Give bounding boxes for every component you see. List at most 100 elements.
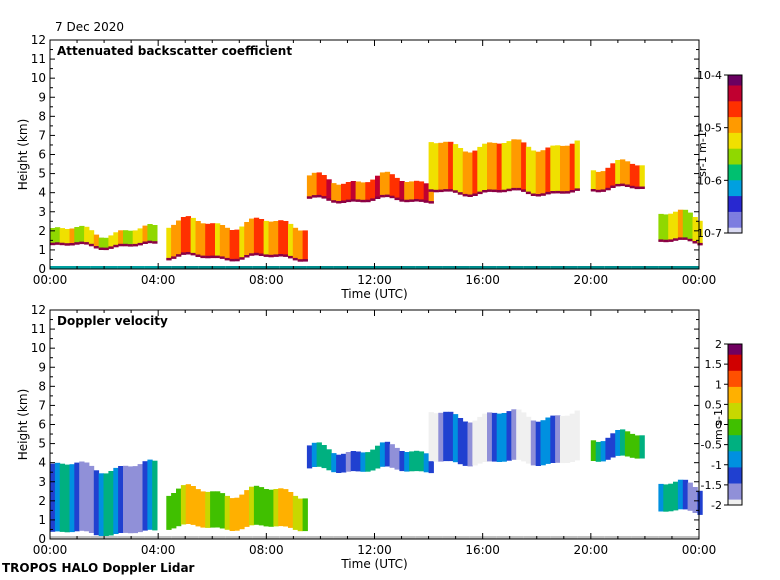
data-cell (74, 227, 80, 245)
cloud-base-mark (530, 193, 537, 196)
surface-cell (672, 536, 686, 539)
cloud-base-mark (224, 257, 230, 261)
data-cell (697, 220, 703, 245)
data-cell (379, 172, 386, 197)
data-cell (365, 452, 371, 472)
data-cell (142, 225, 148, 244)
data-cell (404, 182, 410, 202)
colorbar-cell (728, 201, 742, 205)
surface-cell (388, 266, 402, 269)
colorbar-cell (728, 459, 742, 463)
data-cell (389, 444, 395, 468)
cloud-base-mark (399, 199, 405, 202)
colorbar-cell (728, 464, 742, 469)
cloud-base-mark (365, 199, 371, 203)
cloud-base-mark (331, 200, 337, 203)
data-cell (379, 442, 386, 467)
data-cell (516, 409, 522, 460)
data-cell (697, 490, 703, 515)
cloud-base-mark (620, 183, 626, 187)
data-layer (428, 409, 580, 467)
data-cell (399, 181, 405, 202)
data-cell (487, 412, 493, 462)
data-cell (147, 224, 153, 243)
surface-cell (144, 536, 159, 539)
colorbar-cell (728, 138, 742, 142)
colorbar-tick-label: 10-6 (697, 174, 722, 187)
data-cell (394, 177, 400, 200)
surface-cell (361, 536, 375, 539)
data-cell (477, 146, 483, 194)
colorbar: 2 1.5 1 0.5 0 -0.5 -1 -1.5 -2 m s-1 (701, 338, 743, 512)
y-tick-label: 2 (38, 494, 46, 508)
cloud-base-mark (482, 190, 488, 193)
colorbar-cell (728, 400, 742, 404)
data-cell (692, 487, 698, 513)
cloud-base-mark (311, 195, 318, 198)
cloud-base-mark (69, 243, 75, 246)
cloud-base-mark (477, 191, 483, 195)
colorbar-cell (728, 98, 742, 102)
surface-cell (50, 266, 64, 269)
data-cell (93, 234, 100, 248)
data-layers (50, 409, 703, 537)
data-cell (263, 220, 269, 257)
cloud-base-mark (273, 254, 279, 257)
data-cell (88, 230, 95, 246)
data-cell (438, 412, 444, 462)
data-layer (50, 459, 158, 537)
colorbar-cell (728, 429, 742, 434)
y-tick-label: 4 (38, 456, 46, 470)
data-cell (224, 495, 230, 530)
colorbar-cell (728, 376, 742, 380)
cloud-base-mark (152, 241, 158, 244)
cloud-base-mark (355, 199, 361, 202)
data-cell (624, 161, 631, 187)
cloud-base-mark (185, 252, 191, 255)
data-cell (629, 163, 636, 188)
data-cell (79, 461, 85, 531)
cloud-base-mark (668, 239, 674, 242)
cloud-base-mark (215, 255, 221, 259)
data-cell (50, 228, 56, 245)
data-cell (472, 420, 478, 466)
colorbar-cell (728, 486, 742, 490)
colorbar-tick-label: -1.5 (701, 479, 722, 492)
y-tick-label: 0 (38, 262, 46, 276)
data-cell (467, 152, 473, 197)
colorbar-cell (728, 411, 742, 415)
cloud-base-mark (74, 242, 80, 245)
cloud-base-mark (283, 254, 289, 257)
data-cell (550, 415, 556, 463)
data-cell (306, 175, 313, 199)
cloud-base-mark (682, 237, 689, 240)
data-cell (263, 489, 269, 527)
x-tick-label: 16:00 (465, 273, 500, 287)
data-layers (50, 139, 703, 262)
cloud-base-mark (127, 244, 134, 247)
cloud-base-mark (491, 189, 498, 193)
surface-cell (482, 266, 497, 269)
cloud-base-mark (103, 247, 109, 251)
colorbar-cell (728, 225, 742, 229)
surface-cell (415, 536, 429, 539)
colorbar-cell (728, 198, 742, 203)
data-cell (316, 172, 322, 197)
x-tick-label: 08:00 (249, 543, 284, 557)
colorbar-label: m s-1 (712, 409, 725, 440)
colorbar-cell (728, 416, 742, 420)
data-cell (268, 489, 274, 527)
data-cell (409, 451, 415, 472)
data-cell (673, 211, 679, 241)
data-cell (511, 139, 517, 190)
surface-cell (536, 266, 551, 269)
cloud-base-mark (316, 194, 322, 198)
cloud-base-mark (123, 243, 129, 247)
data-cell (663, 484, 669, 512)
colorbar-cell (728, 214, 742, 218)
colorbar-cell (728, 392, 742, 396)
surface-cell (158, 266, 172, 269)
data-cell (452, 144, 459, 193)
cloud-base-mark (428, 189, 434, 192)
